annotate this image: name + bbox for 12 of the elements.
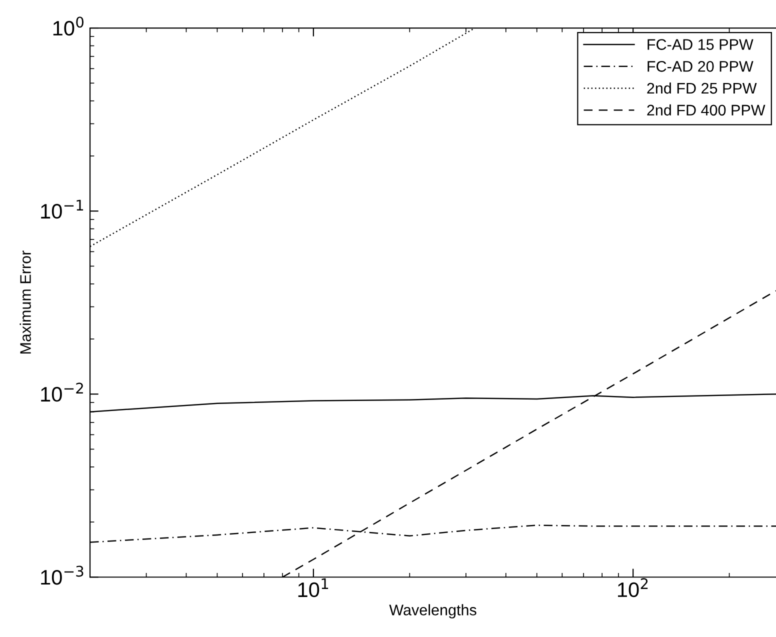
legend-label: 2nd FD 25 PPW [647, 82, 757, 94]
y-axis-title: Maximum Error [20, 250, 31, 354]
legend-label: 2nd FD 400 PPW [647, 104, 766, 116]
x-tick-label: 10$^{2}$ [618, 578, 648, 598]
legend-label: FC-AD 20 PPW [648, 61, 754, 72]
y-tick-label: 10$^{−2}$ [41, 382, 83, 402]
x-axis-title: Wavelengths [389, 604, 476, 618]
y-tick-label: 10$^{0}$ [53, 16, 84, 36]
y-tick-label: 10$^{−3}$ [41, 566, 84, 585]
legend-label: FC-AD 15 PPW [648, 39, 754, 50]
y-tick-label: 10$^{−1}$ [41, 200, 84, 219]
x-tick-label: 10$^{1}$ [298, 578, 328, 598]
